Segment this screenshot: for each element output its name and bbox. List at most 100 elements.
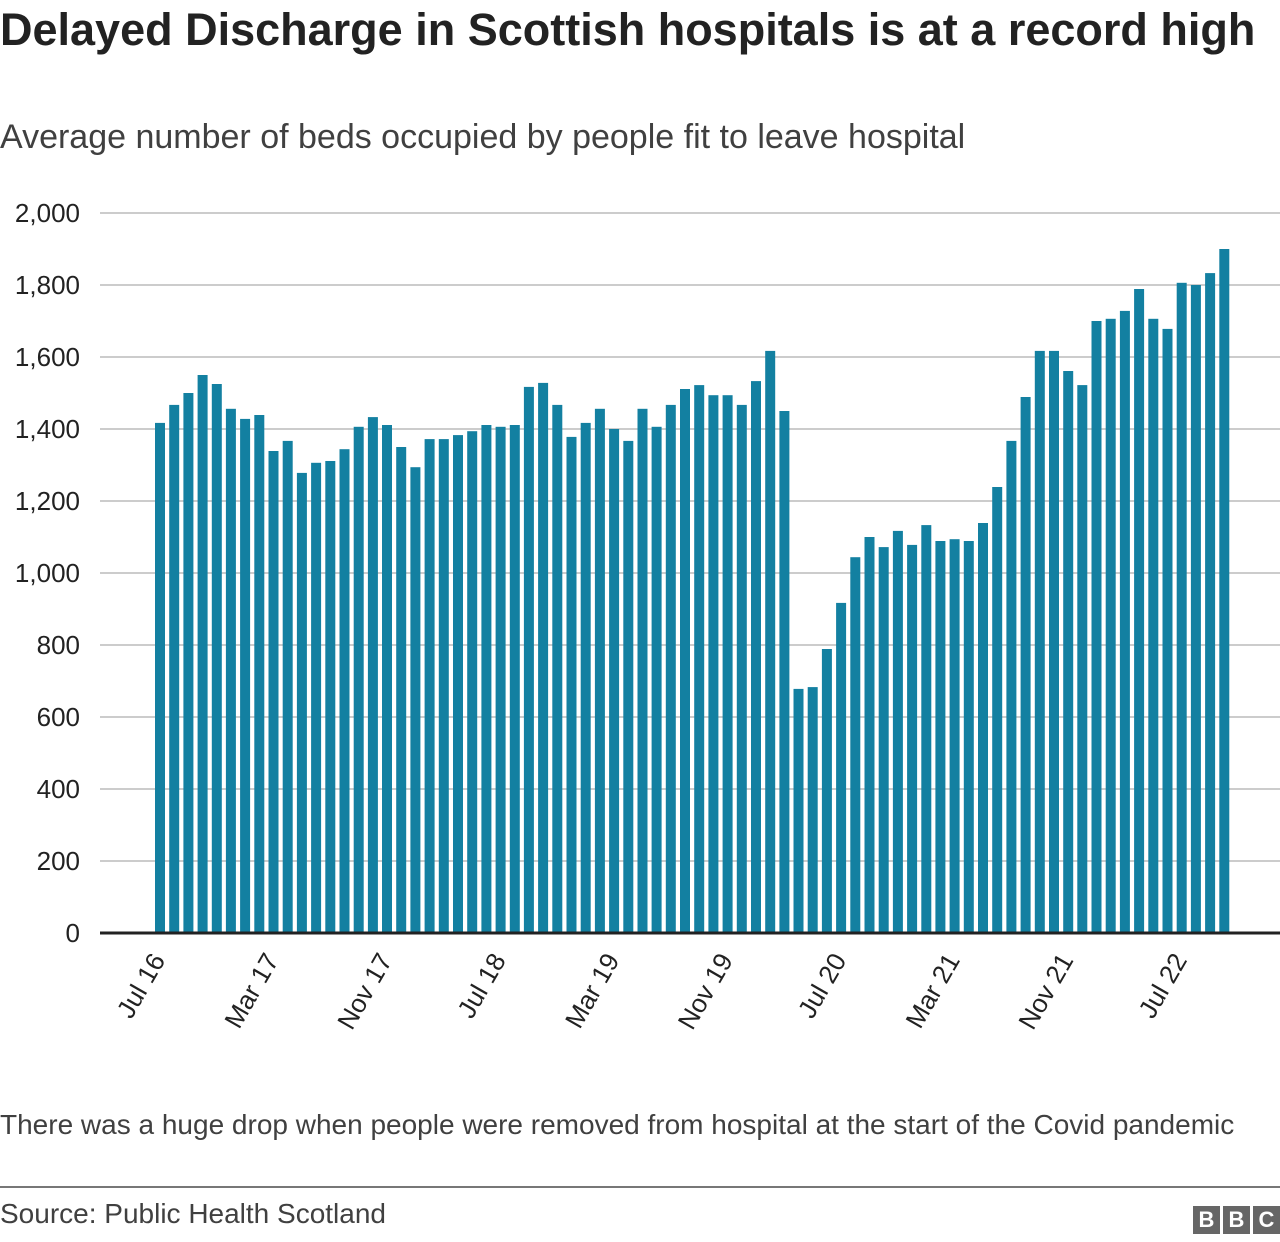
bar	[963, 541, 974, 933]
bar	[978, 523, 988, 933]
bar	[765, 350, 776, 933]
bar	[807, 687, 818, 933]
y-tick-label: 800	[37, 630, 80, 660]
bar	[296, 472, 307, 933]
bar	[836, 602, 847, 933]
bar	[637, 408, 648, 933]
bar	[509, 425, 520, 933]
y-tick-label: 400	[37, 774, 80, 804]
bar	[779, 411, 790, 933]
bar	[254, 415, 265, 933]
bar	[1134, 289, 1145, 933]
bar	[1162, 328, 1173, 933]
bbc-logo-letter: B	[1193, 1206, 1220, 1234]
x-tick-label: Jul 18	[451, 948, 512, 1023]
bar	[1049, 350, 1059, 933]
bar	[240, 418, 251, 933]
bar	[680, 389, 690, 933]
bar	[878, 547, 889, 933]
bar	[438, 439, 449, 933]
bar	[424, 439, 435, 933]
bar	[1176, 282, 1187, 933]
chart-note: There was a huge drop when people were r…	[0, 1109, 1235, 1140]
bar	[1020, 397, 1031, 933]
bar	[339, 449, 350, 933]
bar	[155, 422, 165, 933]
bar	[921, 525, 932, 933]
bar	[935, 541, 946, 933]
x-tick-label: Nov 21	[1012, 948, 1079, 1034]
bar	[225, 408, 236, 933]
bar	[552, 404, 563, 933]
bar	[580, 422, 591, 933]
bar	[467, 431, 478, 933]
bar	[722, 395, 733, 933]
bbc-logo: B B C	[1193, 1206, 1280, 1234]
x-tick-label: Nov 17	[331, 948, 398, 1034]
bar	[382, 425, 392, 933]
y-tick-label: 0	[66, 918, 80, 948]
y-tick-label: 1,600	[15, 342, 80, 372]
bar	[1205, 273, 1216, 934]
x-tick-label: Nov 19	[672, 948, 739, 1034]
y-tick-label: 2,000	[15, 198, 80, 228]
bar	[453, 435, 463, 933]
y-tick-label: 600	[37, 702, 80, 732]
bbc-logo-letter: C	[1253, 1206, 1280, 1234]
y-tick-label: 1,200	[15, 486, 80, 516]
y-axis-ticks: 0 200 400 600 800 1,000 1,200 1,400 1,600 1,800 2,…	[15, 198, 80, 948]
x-tick-label: Jul 20	[792, 948, 853, 1023]
bar	[992, 487, 1003, 933]
bar	[353, 426, 364, 933]
footer-divider	[0, 1186, 1280, 1188]
bar	[907, 544, 918, 933]
bar	[538, 382, 549, 933]
bar	[594, 408, 605, 933]
bar	[1006, 440, 1017, 933]
bar	[211, 384, 222, 933]
bar	[665, 404, 676, 933]
bar	[694, 385, 705, 934]
bar	[1034, 350, 1045, 933]
y-tick-label: 1,400	[15, 414, 80, 444]
bar	[609, 429, 620, 933]
bar	[1119, 310, 1130, 933]
x-tick-label: Mar 19	[559, 948, 625, 1033]
bar	[481, 425, 492, 933]
bar	[1077, 385, 1088, 934]
bar	[325, 461, 336, 933]
bar	[1063, 371, 1074, 933]
chart-subtitle: Average number of beds occupied by peopl…	[0, 118, 966, 156]
x-tick-label: Mar 17	[218, 948, 284, 1033]
bar	[949, 539, 960, 933]
bar	[1105, 318, 1116, 933]
bar	[793, 688, 804, 933]
bar	[651, 426, 662, 933]
bar	[1091, 321, 1102, 933]
bar-chart: 0 200 400 600 800 1,000 1,200 1,400 1,600 1,800 2,…	[15, 198, 1280, 1034]
bar	[623, 440, 634, 933]
bar	[282, 440, 293, 933]
x-tick-label: Jul 16	[111, 948, 172, 1023]
bar	[1148, 318, 1159, 933]
bar	[821, 649, 832, 933]
bar	[864, 537, 875, 933]
bar	[169, 404, 180, 933]
bar	[367, 417, 378, 934]
bar	[566, 436, 577, 933]
bar	[1219, 249, 1230, 933]
x-tick-label: Jul 22	[1132, 948, 1193, 1023]
bar	[736, 404, 747, 933]
bbc-logo-letter: B	[1223, 1206, 1250, 1234]
bar	[197, 375, 208, 933]
bar	[183, 393, 194, 933]
bar	[751, 381, 761, 934]
bar	[311, 462, 322, 933]
bar	[410, 467, 421, 933]
bar	[523, 386, 534, 933]
source-label: Source: Public Health Scotland	[0, 1198, 386, 1229]
y-tick-label: 1,000	[15, 558, 80, 588]
chart-title: Delayed Discharge in Scottish hospitals …	[0, 4, 1256, 55]
bar	[268, 451, 279, 933]
x-tick-label: Mar 21	[899, 948, 965, 1033]
